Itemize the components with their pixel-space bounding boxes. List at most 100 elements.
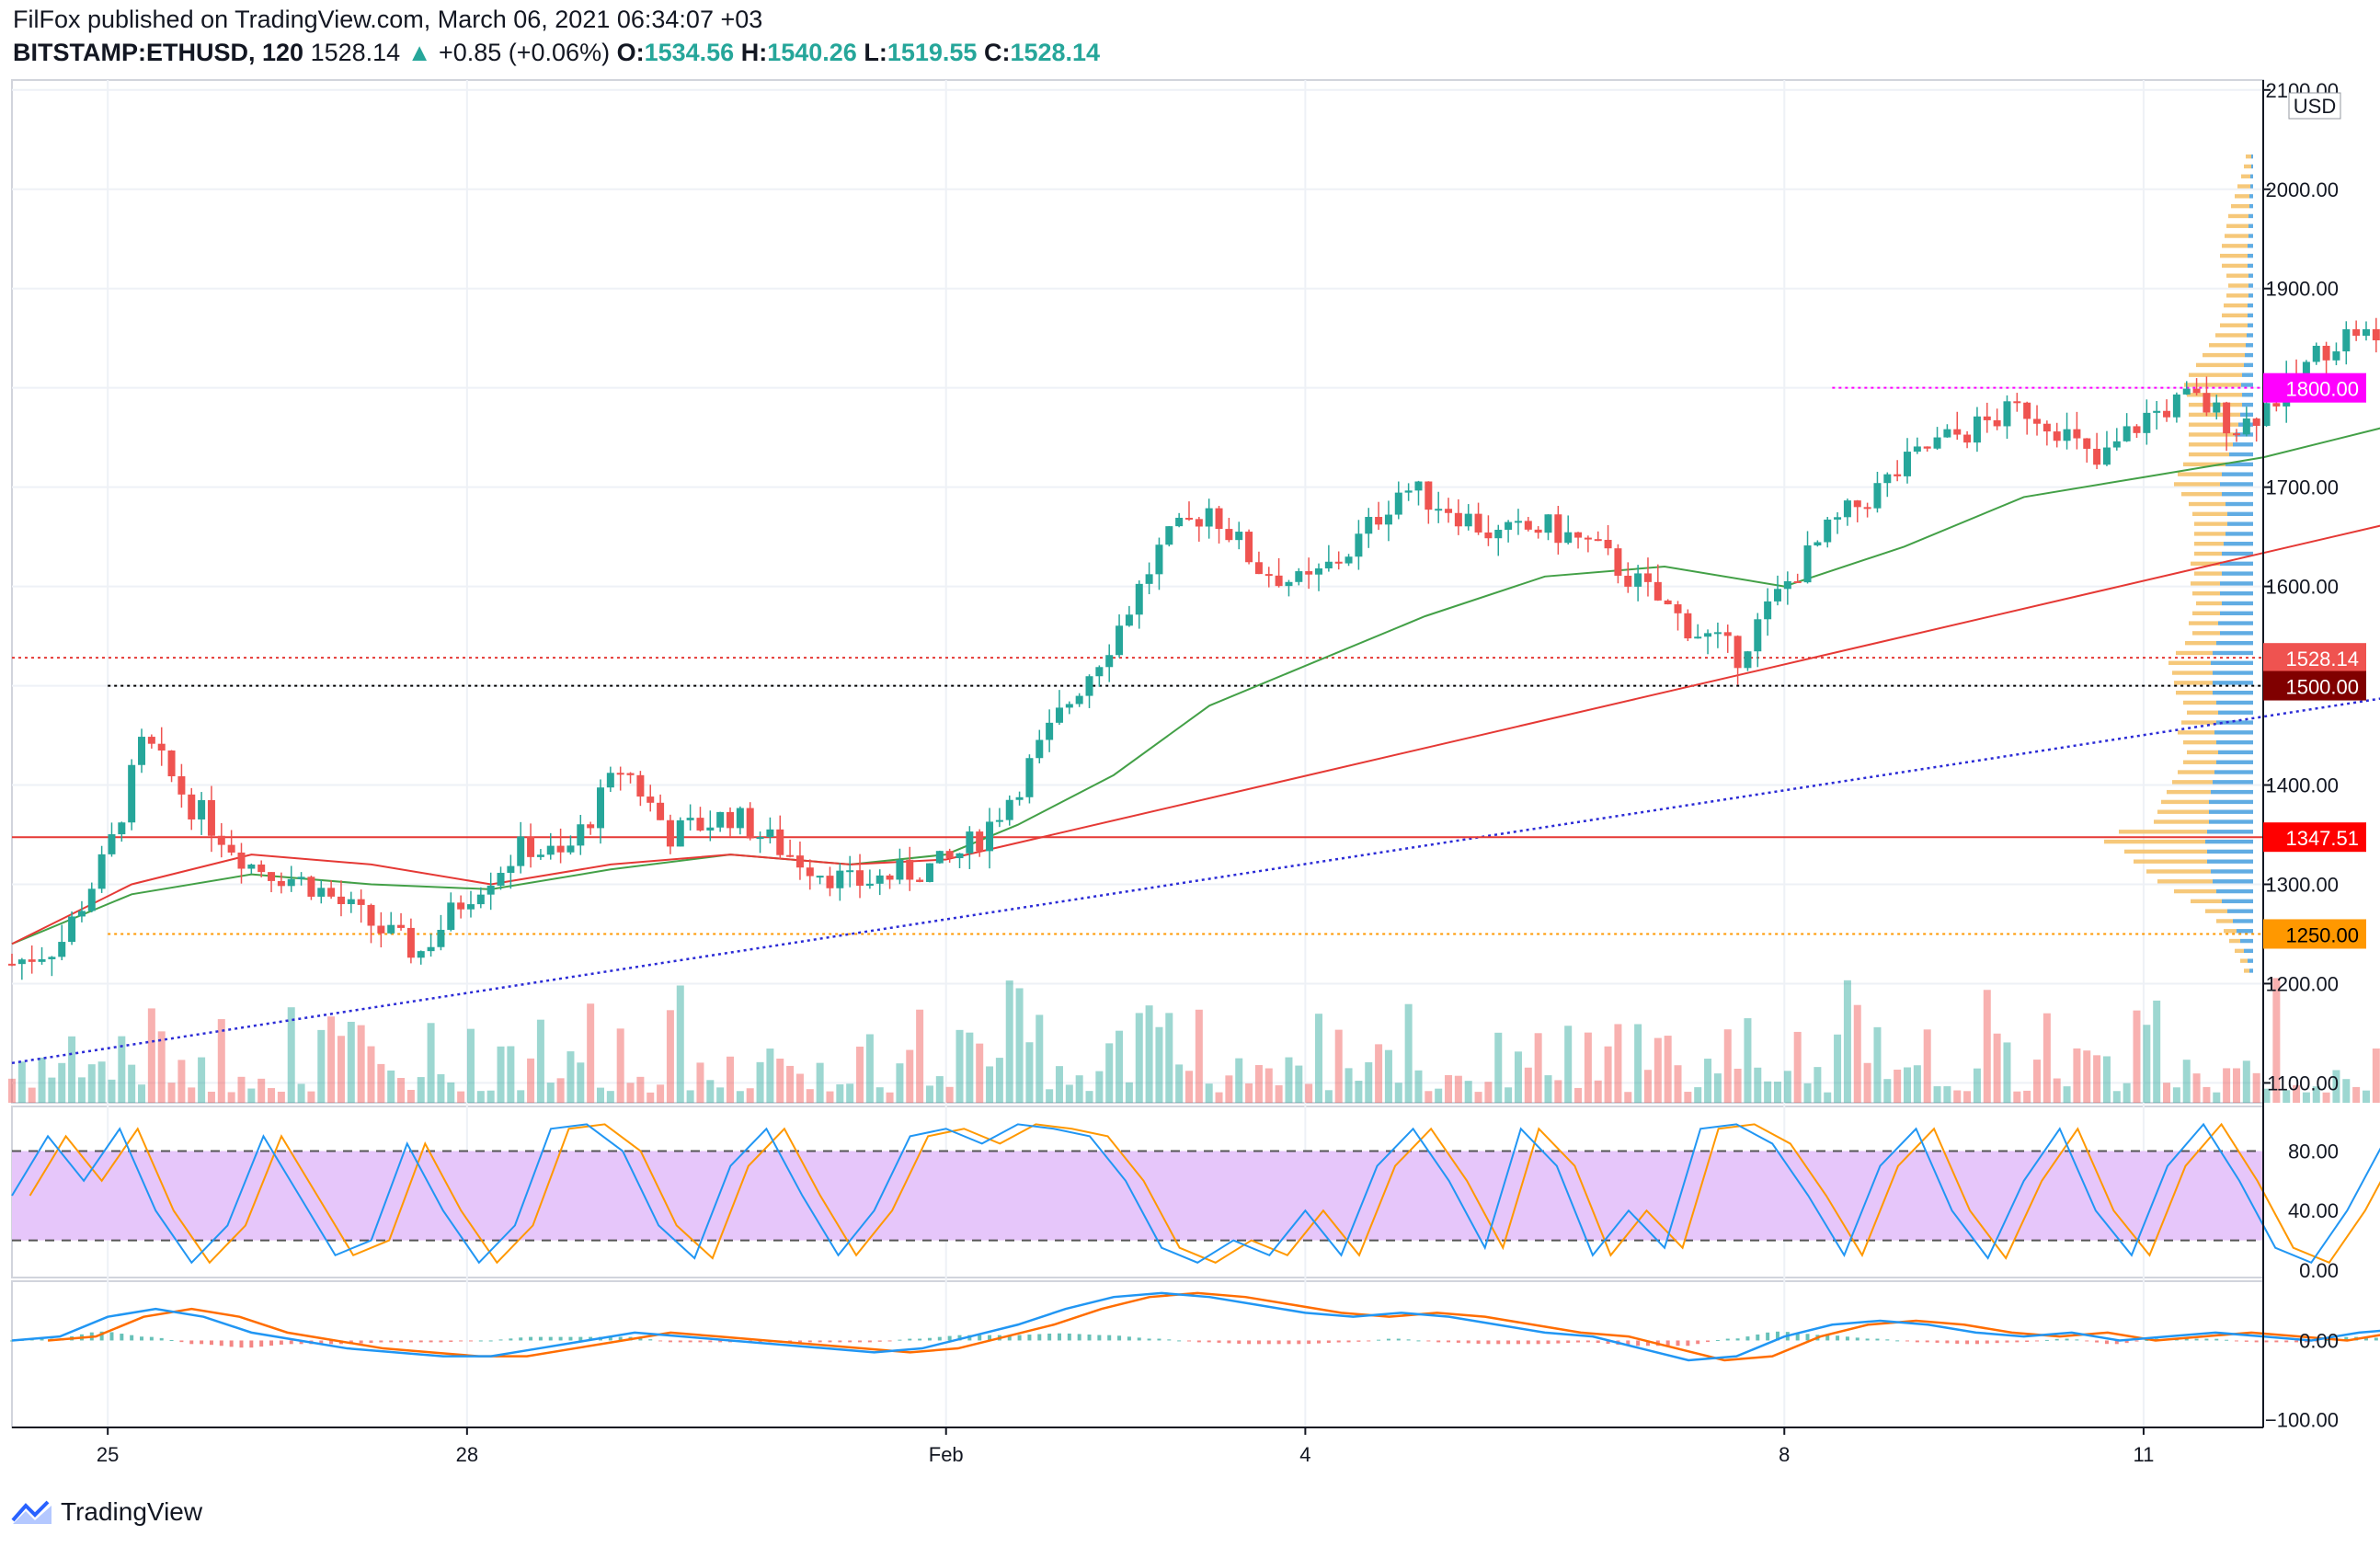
macd-histogram-bar: [1516, 1340, 1520, 1345]
vp-bar-up: [2183, 700, 2216, 705]
vp-bar-down: [2216, 720, 2253, 725]
vp-bar-up: [2191, 581, 2220, 586]
vp-bar-up: [2187, 393, 2242, 397]
volume-bar: [58, 1062, 66, 1103]
macd-histogram-bar: [1665, 1340, 1670, 1346]
volume-bar: [1814, 1067, 1822, 1103]
vp-bar-up: [2174, 482, 2220, 487]
macd-histogram-bar: [1137, 1337, 1141, 1341]
volume-bar: [836, 1083, 844, 1103]
volume-bar: [97, 1061, 106, 1103]
candle-body: [716, 811, 725, 828]
macd-histogram-bar: [2194, 1338, 2199, 1341]
macd-histogram-bar: [1297, 1340, 1301, 1345]
candle-body: [48, 957, 56, 959]
vp-bar-down: [2213, 681, 2253, 685]
candle-body: [2203, 393, 2211, 413]
candle-body: [875, 875, 884, 884]
price-label: 1500.00: [2285, 676, 2359, 699]
volume-bar: [247, 1088, 256, 1103]
volume-bar: [1235, 1058, 1243, 1103]
macd-histogram-bar: [708, 1340, 713, 1343]
symbol[interactable]: BITSTAMP:ETHUSD, 120: [13, 39, 304, 66]
macd-histogram-bar: [538, 1336, 543, 1341]
macd-histogram-bar: [1576, 1340, 1581, 1343]
volume-bar: [2312, 1086, 2320, 1103]
tradingview-brand[interactable]: TradingView: [11, 1497, 202, 1527]
candle-body: [676, 819, 684, 847]
candle-body: [1404, 490, 1413, 493]
vp-bar-down: [2220, 631, 2253, 636]
candle-body: [727, 811, 735, 829]
volume-bar: [1295, 1065, 1303, 1103]
volume-bar: [2023, 1090, 2031, 1103]
price-label: 1800.00: [2285, 378, 2359, 401]
candle-body: [108, 834, 116, 854]
macd-pane[interactable]: [11, 1280, 2264, 1428]
macd-histogram-bar: [1196, 1340, 1201, 1343]
candle-body: [806, 867, 814, 877]
vp-bar-up: [2228, 283, 2248, 288]
volume-bar: [2112, 1091, 2121, 1103]
vp-bar-up: [2189, 501, 2226, 507]
vp-bar-down: [2214, 770, 2253, 774]
vp-bar-down: [2247, 333, 2253, 338]
macd-histogram-bar: [159, 1337, 164, 1341]
volume-bar: [2153, 1000, 2161, 1103]
vp-bar-up: [2209, 343, 2246, 348]
volume-bar: [2003, 1042, 2011, 1103]
vp-bar-down: [2216, 640, 2253, 646]
vp-bar-up: [2241, 174, 2250, 178]
candle-body: [1095, 667, 1104, 677]
candle-body: [606, 773, 614, 788]
macd-histogram-bar: [1007, 1335, 1012, 1341]
vp-bar-down: [2209, 799, 2253, 805]
macd-histogram-bar: [1626, 1340, 1631, 1346]
candle-body: [1863, 507, 1871, 510]
candle-body: [596, 787, 604, 829]
candle-body: [257, 864, 266, 873]
macd-histogram-bar: [1526, 1340, 1530, 1345]
volume-bar: [437, 1073, 445, 1103]
macd-histogram-bar: [1287, 1340, 1291, 1345]
volume-bar: [1315, 1014, 1323, 1103]
vp-bar-down: [2235, 432, 2253, 437]
macd-histogram-bar: [1017, 1335, 1022, 1341]
volume-bar: [2372, 1049, 2380, 1103]
macd-histogram-bar: [1795, 1333, 1800, 1341]
macd-histogram-bar: [359, 1340, 363, 1344]
vp-bar-up: [2216, 919, 2233, 923]
volume-bar: [1275, 1085, 1283, 1103]
volume-bar: [816, 1062, 824, 1103]
candle-body: [766, 829, 774, 838]
candle-body: [626, 773, 635, 775]
candle-body: [1734, 636, 1742, 669]
macd-histogram-bar: [189, 1340, 194, 1345]
candle-body: [826, 876, 834, 888]
vp-bar-down: [2248, 253, 2253, 258]
volume-bar: [1933, 1086, 1941, 1103]
candle-body: [995, 819, 1003, 822]
candle-body: [1983, 416, 1991, 420]
candle-body: [1046, 722, 1054, 740]
vp-bar-down: [2218, 710, 2253, 715]
macd-histogram-bar: [1057, 1333, 1061, 1341]
volume-bar: [1334, 1029, 1343, 1103]
volume-bar: [1723, 1029, 1732, 1103]
candle-body: [2192, 388, 2201, 394]
candle-body: [696, 818, 704, 831]
volume-bar: [955, 1029, 964, 1103]
vp-bar-up: [2174, 681, 2213, 685]
vp-bar-up: [2246, 154, 2251, 159]
macd-histogram-bar: [1447, 1340, 1451, 1343]
stochastic-indicator: [11, 1122, 2380, 1265]
macd-histogram-bar: [877, 1340, 882, 1342]
volume-bar: [577, 1062, 585, 1103]
candle-body: [1713, 632, 1722, 635]
vp-bar-up: [2237, 184, 2250, 189]
macd-histogram-bar: [488, 1340, 493, 1342]
vp-bar-down: [2242, 393, 2253, 397]
candle-body: [2302, 361, 2310, 379]
macd-tick-label: 0.00: [2299, 1329, 2339, 1352]
